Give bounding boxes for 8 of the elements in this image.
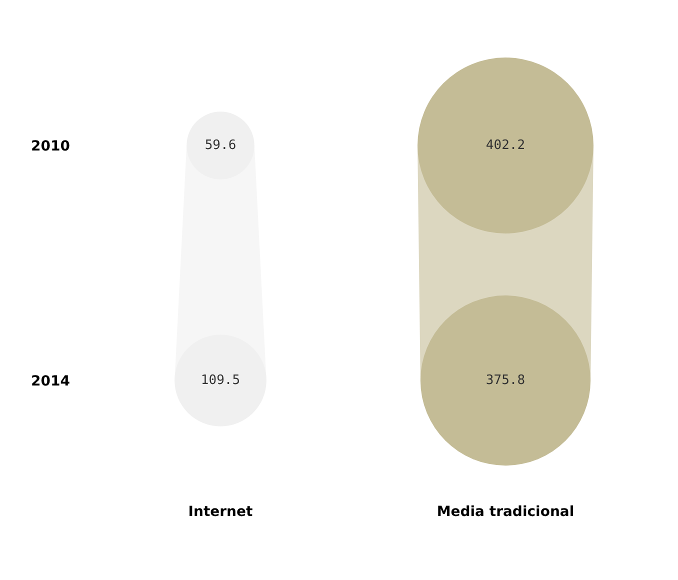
data-label: 375.8 xyxy=(486,373,526,388)
category-label: 2014 xyxy=(31,373,70,390)
data-label: 109.5 xyxy=(200,373,240,388)
category-label: Internet xyxy=(188,504,254,520)
category-label: Media tradicional xyxy=(436,504,574,520)
category-label: 2010 xyxy=(31,138,70,154)
data-label: 59.6 xyxy=(204,138,236,153)
data-label: 402.2 xyxy=(486,138,526,153)
